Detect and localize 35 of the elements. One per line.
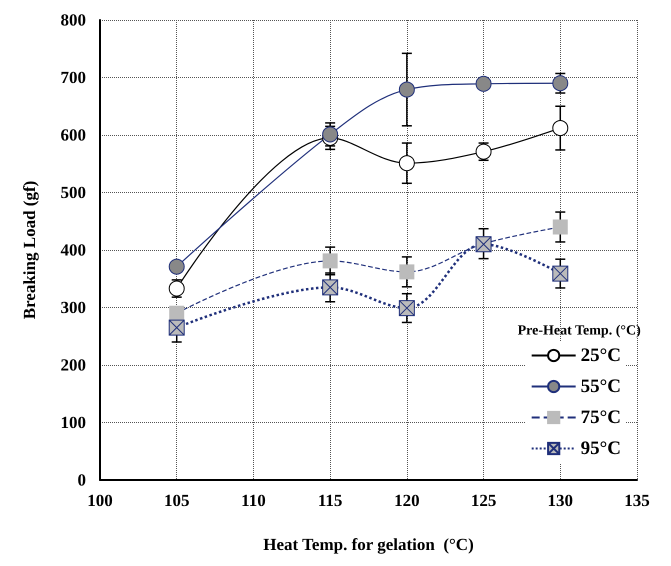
point <box>476 76 492 92</box>
x-tick-label: 100 <box>87 491 113 510</box>
legend-label: 25°C <box>580 345 622 366</box>
point <box>398 155 415 172</box>
y-tick-label: 800 <box>60 10 86 30</box>
x-tick-label: 125 <box>470 491 496 510</box>
legend-label: 75°C <box>580 407 622 428</box>
x-tick-label: 130 <box>548 491 574 510</box>
point <box>552 266 568 282</box>
x-tick-label: 115 <box>318 491 342 510</box>
y-tick-label: 500 <box>60 183 86 202</box>
x-tick-label: 105 <box>164 491 190 510</box>
y-tick-label: 400 <box>60 240 86 260</box>
point <box>552 75 568 92</box>
point <box>168 320 185 336</box>
point <box>398 82 415 98</box>
y-tick-label: 300 <box>60 298 86 317</box>
y-tick-label: 100 <box>60 413 86 432</box>
point <box>168 258 185 275</box>
x-axis-title: Heat Temp. for gelation (°C) <box>263 535 474 554</box>
y-tick-label: 600 <box>60 126 86 144</box>
point <box>322 126 338 142</box>
x-tick-label: 120 <box>394 491 420 510</box>
point <box>552 120 568 136</box>
legend-title: Pre-Heat Temp. (°C) <box>518 324 642 338</box>
x-tick-label: 135 <box>624 491 650 510</box>
y-tick-label: 700 <box>60 68 86 87</box>
x-tick-label: 110 <box>241 491 266 510</box>
legend-label: 95°C <box>580 438 622 459</box>
y-axis-title: Breaking Load (gf) <box>20 180 39 320</box>
legend-label: 55°C <box>580 376 622 397</box>
y-tick-label: 200 <box>60 356 86 374</box>
point <box>398 300 415 316</box>
point <box>322 279 338 296</box>
y-tick-label: 0 <box>78 470 86 490</box>
